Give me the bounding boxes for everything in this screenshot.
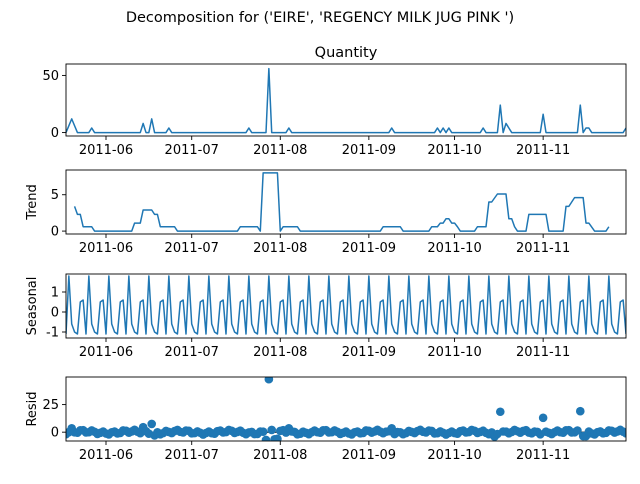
seasonal-y-tick-label: -1 xyxy=(46,326,59,341)
trend-series-line xyxy=(73,172,610,232)
resid-point xyxy=(261,435,271,441)
observed-x-tick-label: 2011-08 xyxy=(253,143,307,158)
seasonal-plot-area xyxy=(66,275,626,335)
observed-y-tick-label: 50 xyxy=(42,69,59,84)
observed-x-tick-label: 2011-11 xyxy=(516,143,570,158)
trend-y-tick-label: 5 xyxy=(51,188,59,203)
resid-point xyxy=(573,426,582,435)
seasonal-axes-frame xyxy=(65,273,627,339)
seasonal-panel: 2011-06 2011-07 2011-08 2011-09 2011-10 2011-… xyxy=(25,273,627,360)
seasonal-series-line xyxy=(66,275,626,335)
resid-y-tick-label: 0 xyxy=(51,426,59,441)
observed-series-line xyxy=(66,67,626,134)
trend-x-tick-label: 2011-07 xyxy=(165,241,219,256)
resid-point xyxy=(258,427,268,436)
resid-point xyxy=(264,377,274,384)
observed-plot-area xyxy=(66,67,626,134)
trend-x-tick-label: 2011-11 xyxy=(516,241,570,256)
trend-panel: 2011-06 2011-07 2011-08 2011-09 2011-10 2011-… xyxy=(25,169,627,256)
trend-x-tick-label: 2011-09 xyxy=(342,241,396,256)
trend-plot-area xyxy=(73,172,610,232)
seasonal-x-tick-label: 2011-09 xyxy=(342,345,396,360)
seasonal-x-tick-label: 2011-08 xyxy=(253,345,307,360)
resid-plot-area xyxy=(66,377,626,441)
observed-y-tick-label: 0 xyxy=(51,126,59,141)
resid-point xyxy=(538,413,548,423)
observed-x-tick-label: 2011-07 xyxy=(165,143,219,158)
seasonal-y-axis-label: Seasonal xyxy=(25,277,40,336)
observed-axes-frame xyxy=(65,63,627,137)
trend-axes-frame xyxy=(65,169,627,235)
trend-y-tick-label: 0 xyxy=(51,225,59,240)
resid-y-axis-label: Resid xyxy=(25,391,40,426)
resid-x-tick-label: 2011-08 xyxy=(253,448,307,463)
resid-point xyxy=(273,434,282,441)
observed-x-tick-label: 2011-09 xyxy=(342,143,396,158)
seasonal-x-tick-label: 2011-10 xyxy=(427,345,481,360)
resid-x-tick-label: 2011-10 xyxy=(427,448,481,463)
resid-point xyxy=(495,407,505,417)
seasonal-x-tick-label: 2011-11 xyxy=(516,345,570,360)
resid-point xyxy=(147,419,157,429)
trend-y-axis-label: Trend xyxy=(25,184,40,221)
resid-x-tick-label: 2011-11 xyxy=(516,448,570,463)
resid-point xyxy=(267,425,277,435)
seasonal-y-tick-label: 1 xyxy=(51,286,59,301)
observed-axes-title: Quantity xyxy=(315,45,378,61)
trend-x-tick-label: 2011-08 xyxy=(253,241,307,256)
resid-panel: 2011-06 2011-07 2011-08 2011-09 2011-10 2011-… xyxy=(25,376,627,463)
observed-panel: 2011-06 2011-07 2011-08 2011-09 2011-10 2011-… xyxy=(42,45,627,158)
panels: 2011-06 2011-07 2011-08 2011-09 2011-10 2011-… xyxy=(25,45,627,463)
seasonal-x-tick-label: 2011-07 xyxy=(165,345,219,360)
figure-title: Decomposition for ('EIRE', 'REGENCY MILK… xyxy=(126,10,514,26)
resid-point xyxy=(621,428,626,438)
resid-axes-frame xyxy=(65,376,627,442)
resid-point xyxy=(575,406,585,416)
trend-x-tick-label: 2011-06 xyxy=(79,241,133,256)
resid-x-tick-label: 2011-09 xyxy=(342,448,396,463)
seasonal-x-tick-label: 2011-06 xyxy=(79,345,133,360)
resid-x-tick-label: 2011-06 xyxy=(79,448,133,463)
trend-x-tick-label: 2011-10 xyxy=(427,241,481,256)
seasonal-y-tick-label: 0 xyxy=(51,306,59,321)
resid-y-tick-label: 25 xyxy=(42,398,59,413)
observed-x-tick-label: 2011-06 xyxy=(79,143,133,158)
resid-x-tick-label: 2011-07 xyxy=(165,448,219,463)
observed-x-tick-label: 2011-10 xyxy=(427,143,481,158)
